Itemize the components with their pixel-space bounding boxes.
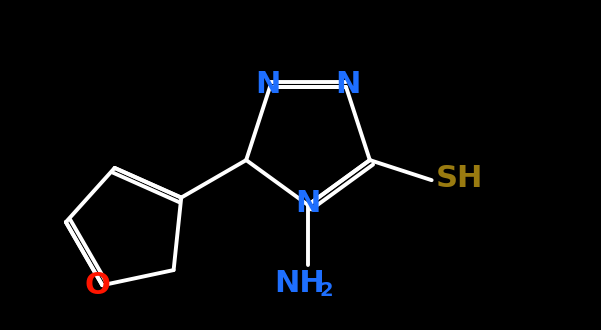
Text: NH: NH (275, 269, 325, 298)
Text: SH: SH (436, 164, 483, 193)
Text: N: N (255, 70, 281, 99)
Text: O: O (84, 271, 110, 300)
Text: N: N (295, 188, 321, 217)
Text: N: N (335, 70, 361, 99)
Text: 2: 2 (319, 280, 333, 300)
